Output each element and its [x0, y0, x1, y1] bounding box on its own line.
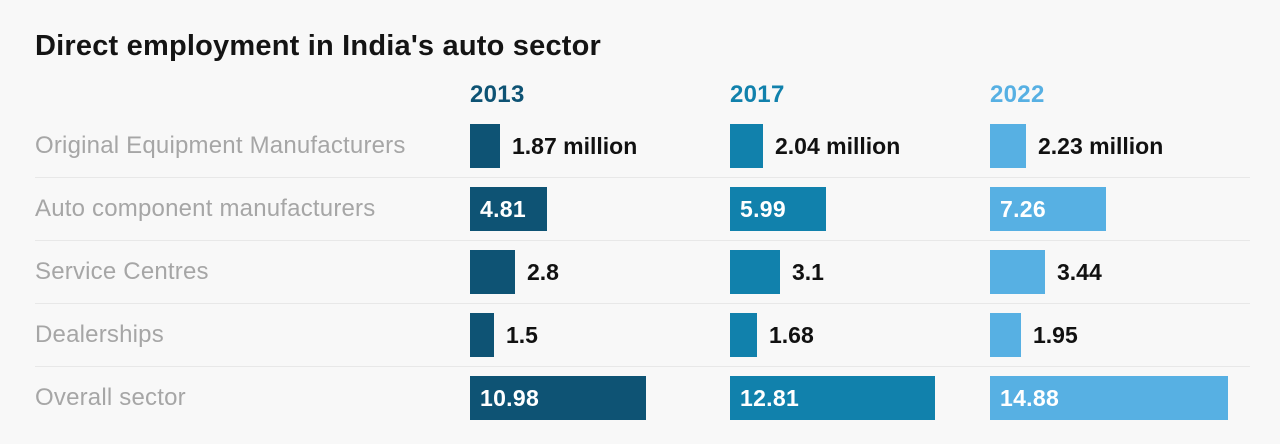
bar-cell: 1.5	[470, 304, 730, 366]
bar-cell: 14.88	[990, 367, 1250, 429]
bar-2017: 5.99	[730, 187, 826, 231]
bar-cell: 3.1	[730, 241, 990, 303]
chart-row: Dealerships 1.5 1.68 1.95	[35, 304, 1250, 367]
bar-value: 1.87 million	[512, 132, 638, 159]
bar-2022: 14.88	[990, 376, 1228, 420]
bar-cell: 2.8	[470, 241, 730, 303]
chart-row: Auto component manufacturers 4.81 5.99 7.26	[35, 178, 1250, 241]
bar-2022	[990, 124, 1026, 168]
bar-value: 1.68	[769, 321, 814, 348]
bar-cell: 1.68	[730, 304, 990, 366]
bar-cell: 2.04 million	[730, 115, 990, 177]
bar-cell: 7.26	[990, 178, 1250, 240]
bar-value: 2.23 million	[1038, 132, 1164, 159]
bar-cell: 5.99	[730, 178, 990, 240]
bar-2013	[470, 250, 515, 294]
bar-value: 2.8	[527, 258, 559, 285]
bar-2013	[470, 124, 500, 168]
chart-row: Original Equipment Manufacturers 1.87 mil…	[35, 115, 1250, 178]
row-label: Overall sector	[35, 384, 186, 411]
bar-2022	[990, 250, 1045, 294]
bar-value: 1.95	[1033, 321, 1078, 348]
bar-2017	[730, 313, 757, 357]
bar-2022	[990, 313, 1021, 357]
bar-value: 3.1	[792, 258, 824, 285]
year-header-2022: 2022	[990, 81, 1045, 108]
bar-2013: 4.81	[470, 187, 547, 231]
bar-2017	[730, 124, 763, 168]
row-label: Auto component manufacturers	[35, 195, 376, 222]
bar-2013	[470, 313, 494, 357]
bar-cell: 1.87 million	[470, 115, 730, 177]
bar-cell: 4.81	[470, 178, 730, 240]
bar-2013: 10.98	[470, 376, 646, 420]
bar-2017: 12.81	[730, 376, 935, 420]
row-label: Dealerships	[35, 321, 164, 348]
year-header-2017: 2017	[730, 81, 785, 108]
bar-value: 3.44	[1057, 258, 1102, 285]
chart-row: Service Centres 2.8 3.1 3.44	[35, 241, 1250, 304]
year-header-2013: 2013	[470, 81, 525, 108]
bar-cell: 1.95	[990, 304, 1250, 366]
bar-2022: 7.26	[990, 187, 1106, 231]
bar-2017	[730, 250, 780, 294]
chart-title: Direct employment in India's auto sector	[35, 30, 602, 62]
bar-cell: 12.81	[730, 367, 990, 429]
chart-grid: 2013 2017 2022 Original Equipment Manufact…	[35, 63, 1250, 429]
year-header-row: 2013 2017 2022	[35, 63, 1250, 115]
row-label: Original Equipment Manufacturers	[35, 132, 406, 159]
bar-value: 2.04 million	[775, 132, 901, 159]
bar-cell: 3.44	[990, 241, 1250, 303]
bar-value: 1.5	[506, 321, 538, 348]
bar-cell: 10.98	[470, 367, 730, 429]
bar-cell: 2.23 million	[990, 115, 1250, 177]
row-label: Service Centres	[35, 258, 209, 285]
chart-row: Overall sector 10.98 12.81 14.88	[35, 367, 1250, 429]
